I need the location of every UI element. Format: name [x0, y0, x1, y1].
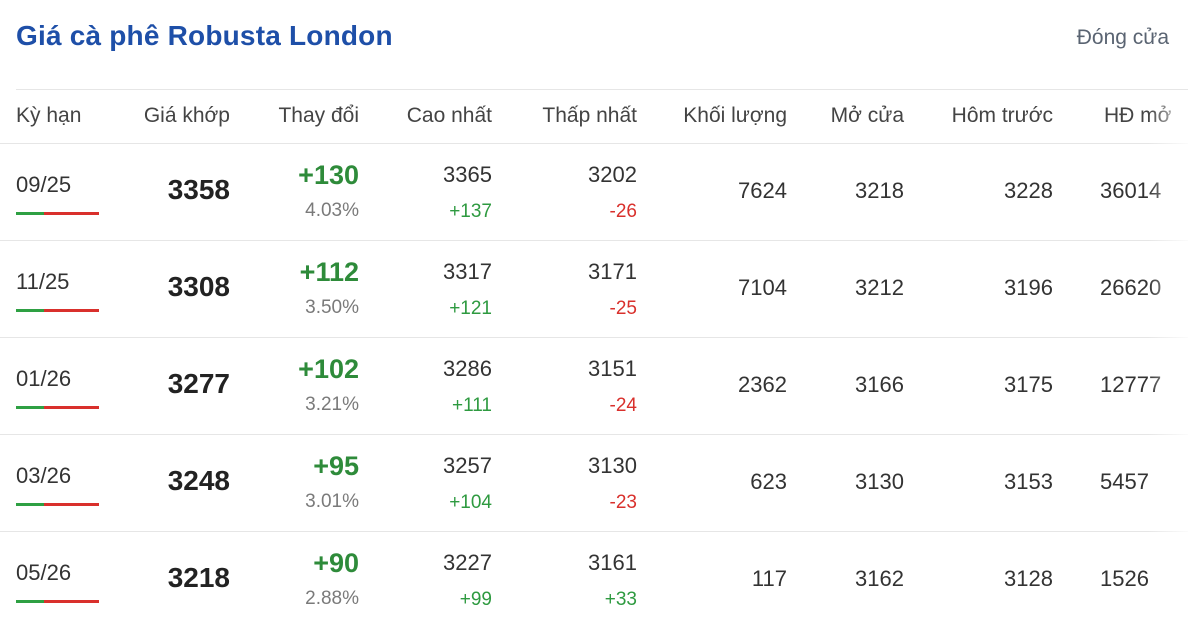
open-price: 3212: [855, 275, 904, 300]
term-label[interactable]: 09/25: [16, 172, 72, 197]
open-interest: 1526: [1100, 566, 1149, 591]
column-header-open-interest[interactable]: HĐ mở: [1104, 104, 1172, 127]
high-delta: +104: [449, 492, 492, 513]
low-price: 3202: [588, 162, 637, 187]
price-change-percent: 2.88%: [305, 588, 359, 609]
high-delta: +111: [452, 395, 492, 416]
last-price: 3218: [167, 562, 230, 593]
high-price: 3365: [443, 162, 492, 187]
open-price: 3162: [855, 566, 904, 591]
price-change-percent: 3.50%: [305, 297, 359, 318]
price-change-percent: 3.21%: [305, 394, 359, 415]
low-price: 3161: [588, 550, 637, 575]
previous-close: 3196: [1004, 275, 1053, 300]
last-price: 3308: [167, 271, 230, 302]
column-header-volume[interactable]: Khối lượng: [683, 104, 787, 127]
price-range-bar: [16, 503, 99, 506]
last-price: 3248: [167, 465, 230, 496]
high-price: 3227: [443, 550, 492, 575]
last-price: 3277: [167, 368, 230, 399]
low-delta: -25: [609, 298, 637, 319]
open-price: 3166: [855, 372, 904, 397]
high-price: 3257: [443, 453, 492, 478]
price-range-bar: [16, 212, 99, 215]
table-row[interactable]: 09/25 3358 +130 4.03% 3365 +137 3202 -26 7624 321…: [0, 144, 1188, 241]
term-label[interactable]: 03/26: [16, 463, 72, 488]
title-divider: [16, 89, 1188, 90]
volume: 117: [751, 566, 787, 591]
low-delta: -26: [609, 201, 637, 222]
open-interest: 26620: [1100, 275, 1162, 300]
table-row[interactable]: 11/25 3308 +112 3.50% 3317 +121 3171 -25 7104 321…: [0, 241, 1188, 338]
column-header-open[interactable]: Mở cửa: [830, 104, 904, 127]
high-price: 3317: [443, 259, 492, 284]
high-delta: +137: [449, 201, 492, 222]
term-label[interactable]: 01/26: [16, 366, 72, 391]
open-price: 3130: [855, 469, 904, 494]
last-price: 3358: [167, 174, 230, 205]
table-row[interactable]: 05/26 3218 +90 2.88% 3227 +99 3161 +33 117 3162 31…: [0, 532, 1188, 617]
price-range-bar: [16, 309, 99, 312]
previous-close: 3228: [1004, 178, 1053, 203]
column-header-previous[interactable]: Hôm trước: [951, 104, 1053, 127]
column-header-low[interactable]: Thấp nhất: [542, 104, 637, 127]
high-delta: +121: [449, 298, 492, 319]
futures-table: Kỳ hạn Giá khớp Thay đổi Cao nhất Thấp n…: [0, 90, 1188, 617]
price-change: +130: [298, 160, 359, 190]
table-row[interactable]: 03/26 3248 +95 3.01% 3257 +104 3130 -23 623 3130 3…: [0, 435, 1188, 532]
open-price: 3218: [855, 178, 904, 203]
price-change: +95: [313, 451, 359, 481]
low-price: 3151: [588, 356, 637, 381]
low-delta: +33: [604, 589, 637, 610]
previous-close: 3153: [1004, 469, 1053, 494]
volume: 7624: [738, 178, 787, 203]
table-row[interactable]: 01/26 3277 +102 3.21% 3286 +111 3151 -24 2362 316…: [0, 338, 1188, 435]
price-change: +102: [298, 354, 359, 384]
page-title: Giá cà phê Robusta London: [16, 20, 393, 51]
open-interest: 12777: [1100, 372, 1162, 397]
high-price: 3286: [443, 356, 492, 381]
volume: 2362: [738, 372, 787, 397]
term-label[interactable]: 05/26: [16, 560, 72, 585]
column-header-price[interactable]: Giá khớp: [143, 104, 230, 127]
previous-close: 3128: [1004, 566, 1053, 591]
price-change: +90: [313, 548, 359, 578]
column-header-term[interactable]: Kỳ hạn: [16, 104, 82, 127]
low-price: 3171: [588, 259, 637, 284]
volume: 7104: [738, 275, 787, 300]
open-interest: 5457: [1100, 469, 1149, 494]
table-header: Kỳ hạn Giá khớp Thay đổi Cao nhất Thấp n…: [0, 90, 1188, 144]
term-label[interactable]: 11/25: [16, 269, 70, 294]
column-header-high[interactable]: Cao nhất: [406, 104, 492, 127]
price-range-bar: [16, 600, 99, 603]
price-change-percent: 4.03%: [305, 200, 359, 221]
column-header-change[interactable]: Thay đổi: [278, 104, 359, 127]
volume: 623: [750, 469, 787, 494]
price-change: +112: [299, 257, 359, 287]
previous-close: 3175: [1004, 372, 1053, 397]
low-delta: -23: [609, 492, 637, 513]
low-price: 3130: [588, 453, 637, 478]
market-status: Đóng cửa: [1076, 26, 1169, 49]
open-interest: 36014: [1100, 178, 1162, 203]
high-delta: +99: [459, 589, 492, 610]
price-range-bar: [16, 406, 99, 409]
low-delta: -24: [609, 395, 637, 416]
price-change-percent: 3.01%: [305, 491, 359, 512]
